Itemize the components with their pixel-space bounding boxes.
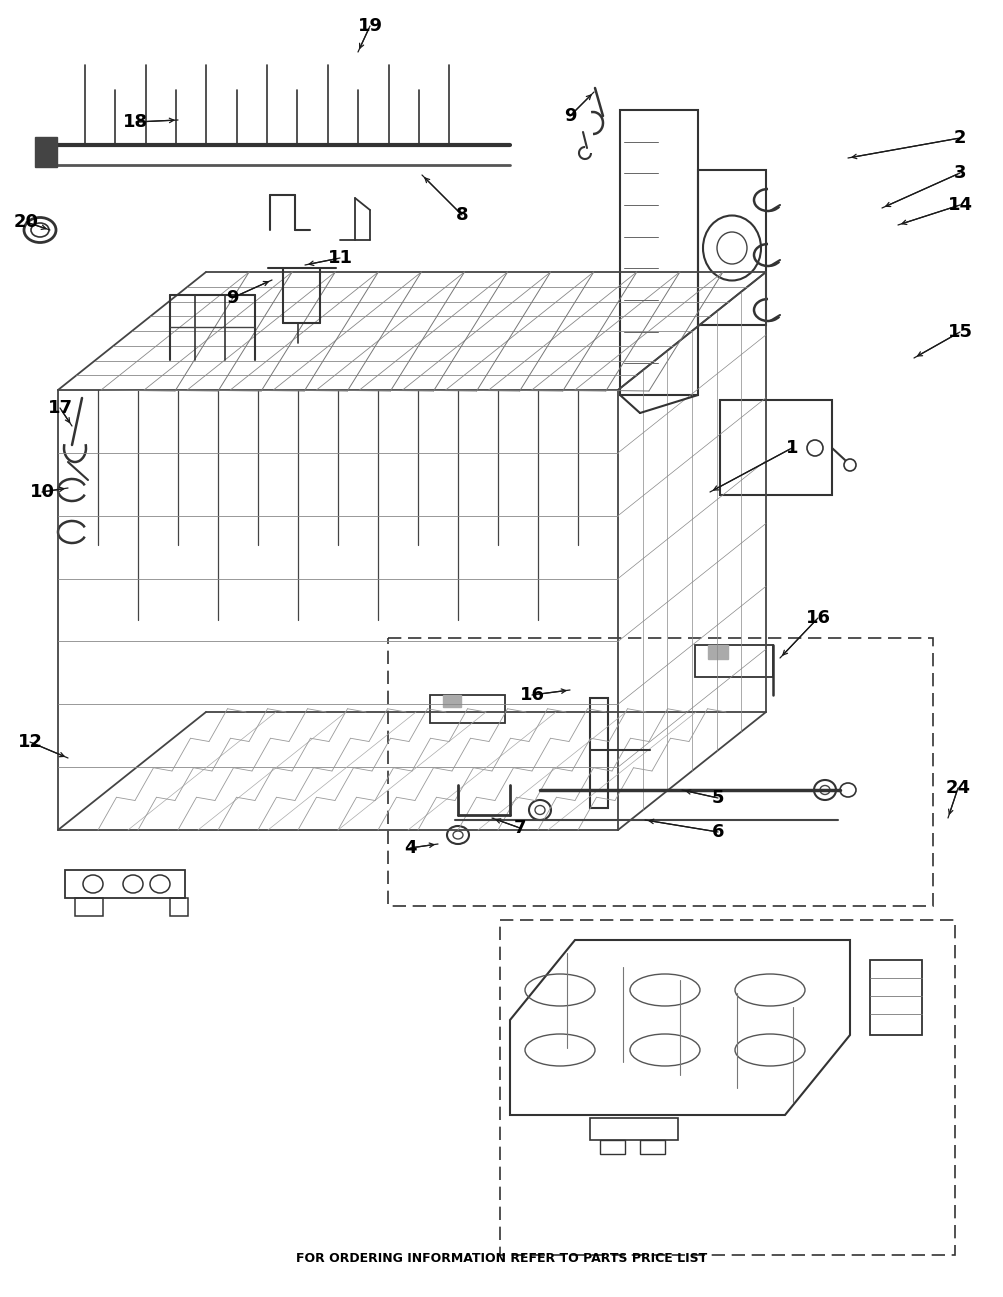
Bar — [387, 638, 932, 907]
Text: 24: 24 — [945, 779, 970, 796]
Bar — [719, 399, 831, 495]
Text: 20: 20 — [13, 213, 38, 231]
Text: 9: 9 — [226, 289, 238, 307]
Bar — [697, 170, 765, 326]
Bar — [499, 920, 954, 1255]
Text: 6: 6 — [711, 824, 723, 840]
Text: 19: 19 — [357, 17, 382, 35]
Text: 18: 18 — [123, 113, 148, 131]
Text: 14: 14 — [947, 196, 972, 214]
Bar — [590, 698, 608, 808]
Text: 3: 3 — [953, 163, 965, 182]
Text: 12: 12 — [17, 733, 42, 751]
Text: 17: 17 — [47, 399, 72, 418]
Bar — [600, 1140, 625, 1154]
Text: 11: 11 — [327, 249, 352, 267]
Bar — [429, 695, 505, 722]
Bar — [65, 870, 185, 898]
Text: 15: 15 — [947, 323, 972, 341]
Bar — [694, 645, 772, 677]
Bar — [35, 137, 57, 167]
Text: 8: 8 — [455, 206, 467, 224]
Text: 7: 7 — [514, 818, 526, 837]
Bar — [170, 898, 188, 916]
Bar — [639, 1140, 664, 1154]
Bar — [870, 960, 921, 1035]
Text: 1: 1 — [785, 438, 797, 457]
Text: 5: 5 — [711, 789, 723, 807]
Bar — [442, 695, 460, 707]
Bar — [620, 110, 697, 396]
Text: 9: 9 — [564, 106, 576, 125]
Text: 2: 2 — [953, 128, 965, 147]
Bar — [590, 1118, 677, 1140]
Text: FOR ORDERING INFORMATION REFER TO PARTS PRICE LIST: FOR ORDERING INFORMATION REFER TO PARTS … — [296, 1253, 707, 1266]
Bar — [707, 645, 727, 659]
Text: 16: 16 — [804, 610, 829, 626]
Text: 10: 10 — [29, 482, 54, 501]
Text: 4: 4 — [403, 839, 416, 857]
Text: 16: 16 — [519, 686, 544, 704]
Bar — [75, 898, 103, 916]
